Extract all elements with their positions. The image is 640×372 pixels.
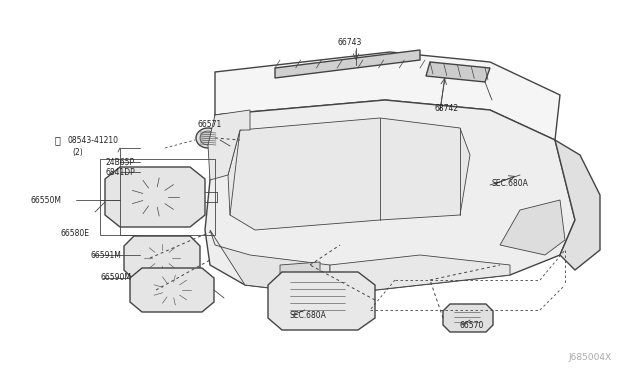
Text: 08543-41210: 08543-41210 xyxy=(67,135,118,144)
Text: 68742: 68742 xyxy=(435,103,459,112)
Polygon shape xyxy=(500,200,565,255)
Text: 66580E: 66580E xyxy=(60,228,89,237)
Polygon shape xyxy=(130,268,214,312)
Text: 66570: 66570 xyxy=(460,321,484,330)
Polygon shape xyxy=(443,304,493,332)
Text: (2): (2) xyxy=(72,148,83,157)
Polygon shape xyxy=(124,236,200,280)
Polygon shape xyxy=(275,50,420,78)
Polygon shape xyxy=(426,62,490,82)
Polygon shape xyxy=(215,52,560,140)
Text: 66590M: 66590M xyxy=(100,273,131,282)
Ellipse shape xyxy=(159,280,185,300)
Polygon shape xyxy=(330,255,510,295)
Text: SEC.680A: SEC.680A xyxy=(492,179,529,187)
Text: 66591M: 66591M xyxy=(90,250,121,260)
Ellipse shape xyxy=(196,128,220,148)
Text: 66550M: 66550M xyxy=(30,196,61,205)
Polygon shape xyxy=(555,140,600,270)
Text: 24B65P: 24B65P xyxy=(105,157,134,167)
Polygon shape xyxy=(105,167,205,227)
Polygon shape xyxy=(205,100,575,295)
Ellipse shape xyxy=(200,131,216,145)
Polygon shape xyxy=(208,110,250,180)
Text: Ⓢ: Ⓢ xyxy=(55,135,61,145)
Text: 6841DP: 6841DP xyxy=(105,167,135,176)
Text: 66571: 66571 xyxy=(198,119,222,128)
Polygon shape xyxy=(268,272,375,330)
Polygon shape xyxy=(228,118,470,230)
Polygon shape xyxy=(280,262,320,288)
Ellipse shape xyxy=(150,248,174,268)
Text: 66743: 66743 xyxy=(338,38,362,46)
Polygon shape xyxy=(210,230,330,295)
Text: J685004X: J685004X xyxy=(568,353,612,362)
Text: SEC.680A: SEC.680A xyxy=(290,311,327,320)
Ellipse shape xyxy=(140,185,170,209)
